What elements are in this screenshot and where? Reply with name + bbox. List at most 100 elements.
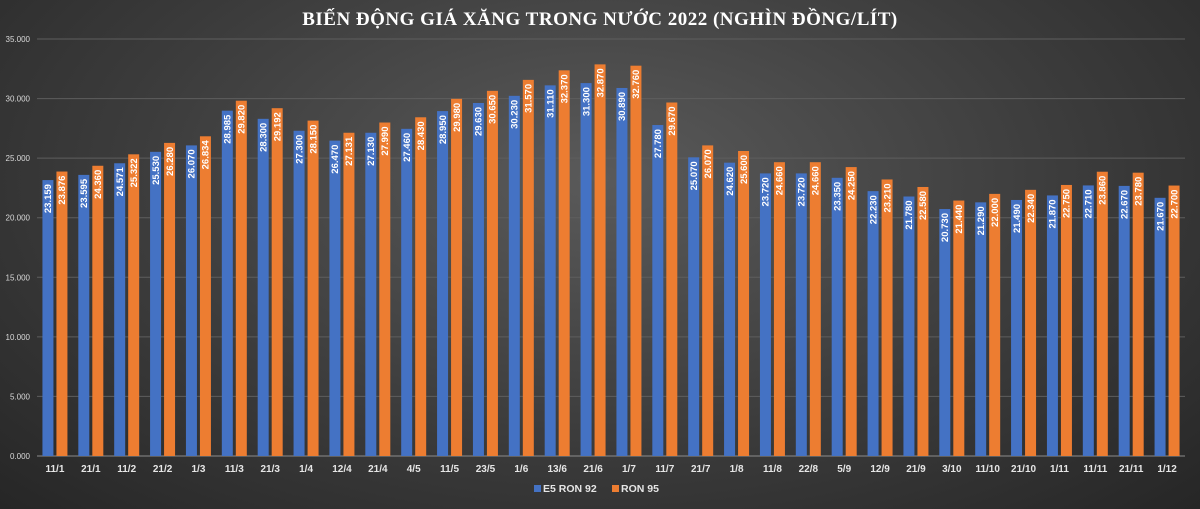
bar-ron95 <box>343 132 355 456</box>
data-label: 27.990 <box>380 127 391 156</box>
bar-ron95 <box>235 100 247 456</box>
bar-ron95 <box>1096 171 1108 456</box>
x-tick-label: 11/1 <box>45 464 64 475</box>
data-label: 27.130 <box>366 137 377 166</box>
data-label: 23.780 <box>1133 177 1144 206</box>
x-tick-label: 1/4 <box>299 464 313 475</box>
data-label: 31.300 <box>581 87 592 116</box>
x-tick-label: 1/8 <box>730 464 744 475</box>
legend-label: RON 95 <box>621 483 659 495</box>
data-label: 22.000 <box>990 198 1001 227</box>
x-tick-label: 21/2 <box>153 464 173 475</box>
bar-e5-ron92 <box>508 95 520 456</box>
data-label: 21.780 <box>904 201 915 230</box>
x-tick-label: 11/3 <box>225 464 244 475</box>
bar-e5-ron92 <box>759 173 771 457</box>
data-label: 30.650 <box>488 95 499 124</box>
bar-ron95 <box>379 122 391 457</box>
data-label: 25.070 <box>689 161 700 190</box>
bar-e5-ron92 <box>544 85 556 457</box>
y-tick-label: 15.000 <box>6 273 31 282</box>
data-label: 27.131 <box>344 136 355 166</box>
x-tick-label: 21/3 <box>260 464 280 475</box>
bar-ron95 <box>451 98 463 456</box>
data-label: 23.350 <box>832 182 843 211</box>
bar-e5-ron92 <box>1082 185 1094 456</box>
x-tick-label: 1/7 <box>622 464 636 475</box>
bar-e5-ron92 <box>150 151 162 456</box>
bar-ron95 <box>666 102 678 456</box>
bar-ron95 <box>199 136 211 456</box>
x-tick-label: 11/2 <box>117 464 136 475</box>
bar-e5-ron92 <box>78 174 90 456</box>
data-label: 28.150 <box>308 125 319 154</box>
bar-ron95 <box>594 64 606 456</box>
data-label: 22.670 <box>1119 190 1130 219</box>
x-tick-label: 1/3 <box>191 464 205 475</box>
data-label: 29.820 <box>237 105 248 134</box>
y-tick-label: 25.000 <box>6 154 31 163</box>
data-label: 23.720 <box>797 177 808 206</box>
bar-e5-ron92 <box>724 162 736 456</box>
bars <box>42 64 1180 457</box>
bar-e5-ron92 <box>867 191 879 456</box>
y-tick-label: 0.000 <box>10 452 31 461</box>
data-label: 21.290 <box>976 206 987 235</box>
bar-e5-ron92 <box>1154 197 1166 456</box>
bar-e5-ron92 <box>1011 199 1023 456</box>
data-label: 27.780 <box>653 129 664 158</box>
x-tick-label: 21/10 <box>1011 464 1036 475</box>
bar-e5-ron92 <box>652 125 664 456</box>
bar-ron95 <box>881 179 893 456</box>
data-label: 24.660 <box>811 166 822 195</box>
bar-ron95 <box>1025 189 1037 457</box>
bar-ron95 <box>56 171 68 456</box>
data-label: 24.250 <box>846 171 857 200</box>
data-label: 25.322 <box>129 158 140 187</box>
data-label: 29.670 <box>667 107 678 136</box>
legend-swatch <box>612 485 619 492</box>
x-tick-label: 3/10 <box>942 464 962 475</box>
data-label: 21.490 <box>1012 204 1023 233</box>
y-tick-label: 5.000 <box>10 392 31 401</box>
bar-ron95 <box>164 142 176 456</box>
bar-e5-ron92 <box>1118 185 1130 456</box>
data-label: 32.870 <box>595 68 606 97</box>
x-tick-label: 11/11 <box>1083 464 1107 475</box>
data-label: 28.300 <box>258 123 269 152</box>
data-label: 32.760 <box>631 70 642 99</box>
data-label: 29.980 <box>452 103 463 132</box>
y-tick-label: 20.000 <box>6 214 31 223</box>
bar-e5-ron92 <box>185 145 197 456</box>
data-label: 22.700 <box>1169 190 1180 219</box>
data-label: 26.470 <box>330 145 341 174</box>
data-label: 26.280 <box>165 147 176 176</box>
legend: E5 RON 92 RON 95 <box>534 483 659 495</box>
bar-e5-ron92 <box>688 157 700 457</box>
bar-e5-ron92 <box>795 173 807 457</box>
x-tick-label: 12/9 <box>870 464 890 475</box>
x-tick-label: 11/10 <box>975 464 1000 475</box>
x-tick-label: 21/11 <box>1119 464 1144 475</box>
y-axis-ticks: 0.000 5.000 10.000 15.000 20.000 25.000 30.000… <box>6 35 31 461</box>
data-label: 23.876 <box>57 176 68 205</box>
chart-title: BIẾN ĐỘNG GIÁ XĂNG TRONG NƯỚC 2022 (NGHÌ… <box>302 8 898 30</box>
data-label: 29.192 <box>272 112 283 141</box>
bar-e5-ron92 <box>437 111 449 457</box>
y-tick-label: 35.000 <box>6 35 31 44</box>
x-tick-label: 12/4 <box>332 464 352 475</box>
data-labels: 23.159 23.876 23.595 24.360 24.571 25.322 25.5… <box>43 68 1180 242</box>
bar-e5-ron92 <box>831 177 843 456</box>
data-label: 31.110 <box>545 89 556 118</box>
bar-e5-ron92 <box>42 180 54 456</box>
bar-e5-ron92 <box>580 83 592 456</box>
x-tick-label: 21/7 <box>691 464 711 475</box>
data-label: 31.570 <box>524 84 535 113</box>
data-label: 27.460 <box>402 133 413 162</box>
bar-ron95 <box>989 193 1001 456</box>
bar-ron95 <box>738 150 750 456</box>
legend-swatch <box>534 485 541 492</box>
bar-e5-ron92 <box>939 209 951 456</box>
data-label: 27.300 <box>294 135 305 164</box>
